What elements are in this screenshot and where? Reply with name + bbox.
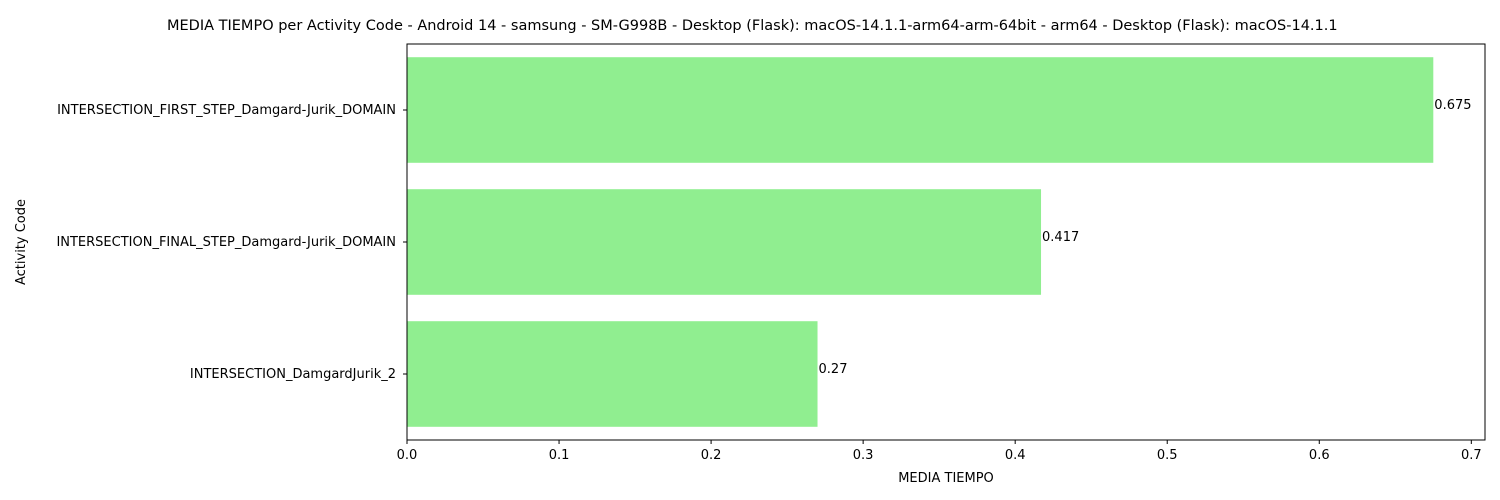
x-tick-label: 0.0 [397, 448, 418, 463]
bar-value-label: 0.417 [1042, 230, 1079, 245]
x-tick-label: 0.5 [1157, 448, 1178, 463]
bar [407, 321, 818, 427]
x-tick-label: 0.4 [1005, 448, 1026, 463]
value-labels-group: 0.675 0.417 0.27 [819, 98, 1472, 377]
chart-title: MEDIA TIEMPO per Activity Code - Android… [167, 18, 1338, 34]
y-tick-label: INTERSECTION_FINAL_STEP_Damgard-Jurik_DO… [56, 235, 396, 250]
bar-value-label: 0.675 [1434, 98, 1471, 113]
x-axis-label: MEDIA TIEMPO [898, 471, 994, 486]
y-tick-label: INTERSECTION_FIRST_STEP_Damgard-Jurik_DO… [57, 103, 396, 118]
y-axis: INTERSECTION_FIRST_STEP_Damgard-Jurik_DO… [56, 103, 407, 382]
x-tick-label: 0.3 [853, 448, 874, 463]
x-tick-label: 0.2 [701, 448, 722, 463]
x-tick-label: 0.6 [1309, 448, 1330, 463]
bars-group [407, 57, 1434, 427]
bar-value-label: 0.27 [819, 362, 848, 377]
bar [407, 57, 1434, 163]
y-axis-label: Activity Code [14, 199, 29, 285]
x-tick-label: 0.7 [1461, 448, 1482, 463]
y-tick-label: INTERSECTION_DamgardJurik_2 [190, 367, 396, 382]
x-axis: 0.0 0.1 0.2 0.3 0.4 0.5 0.6 0.7 [397, 440, 1482, 463]
bar [407, 189, 1042, 295]
x-tick-label: 0.1 [549, 448, 570, 463]
plot-frame [406, 43, 1486, 441]
